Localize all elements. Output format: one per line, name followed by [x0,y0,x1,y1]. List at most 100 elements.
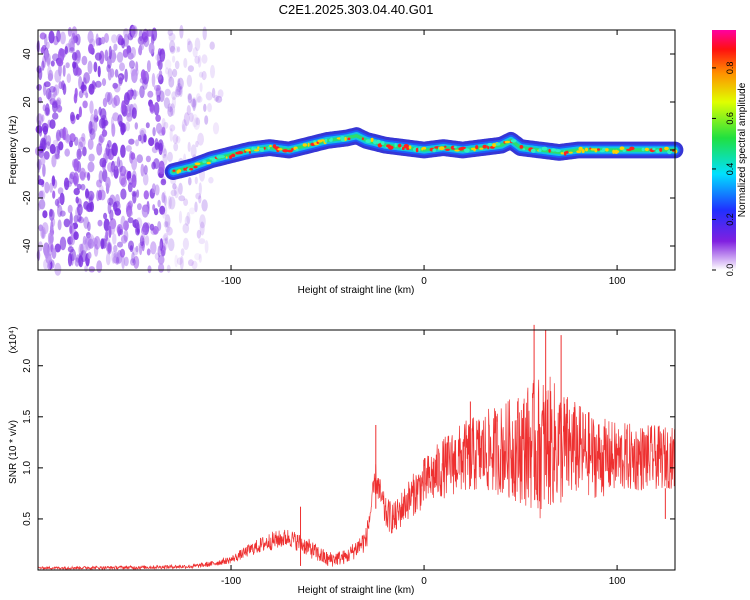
y-tick-label: -20 [22,190,33,205]
trace-hotspot [239,151,244,154]
noise-speckle [167,29,173,36]
trace-hotspot [590,148,596,151]
noise-speckle [59,236,67,251]
noise-speckle [86,232,91,239]
noise-speckle [69,133,76,143]
noise-speckle [51,93,56,101]
noise-speckle [201,70,207,81]
noise-speckle [139,85,145,99]
noise-speckle [52,112,59,120]
noise-speckle [167,238,175,252]
noise-speckle [87,238,95,249]
noise-speckle [43,151,50,160]
noise-speckle [174,254,178,268]
trace-hotspot [464,148,470,153]
noise-speckle [157,245,161,258]
noise-speckle [132,90,139,97]
noise-speckle [141,225,149,233]
noise-speckle [107,68,112,81]
noise-speckle [146,60,151,73]
noise-speckle [183,112,190,126]
noise-speckle [132,89,137,100]
trace-hotspot [576,150,582,154]
trace-hotspot [453,146,457,149]
noise-speckle [43,81,51,88]
trace-hotspot [578,146,583,151]
noise-speckle [116,51,124,63]
noise-speckle [74,257,80,267]
noise-speckle [169,45,176,54]
noise-speckle [129,60,135,69]
noise-speckle [210,64,215,79]
trace-hotspot [619,146,625,151]
noise-speckle [103,212,108,220]
noise-speckle [69,173,74,185]
noise-speckle [195,192,202,200]
noise-speckle [136,189,140,198]
noise-speckle [163,190,167,205]
noise-speckle [112,112,120,122]
snr-x-axis-label: Height of straight line (km) [298,585,415,596]
trace-hotspot [487,142,493,147]
trace-hotspot [229,155,233,160]
trace-hotspot [605,148,609,152]
noise-speckle [41,228,45,239]
noise-speckle [178,182,183,195]
noise-speckle [88,120,93,134]
noise-speckle [54,69,62,83]
noise-speckle [80,183,86,191]
noise-speckle [134,122,138,130]
noise-speckle [122,49,129,58]
noise-speckle [87,234,95,243]
noise-speckle [187,65,194,72]
noise-speckle [163,233,169,241]
noise-speckle [143,190,149,200]
colorbar-tick-label: 0.0 [725,264,735,277]
noise-speckle [191,97,198,109]
noise-speckle [64,45,69,55]
noise-speckle [56,30,61,43]
noise-speckle [172,55,176,63]
noise-speckle [42,163,46,177]
noise-speckle [167,195,172,210]
noise-speckle [120,177,128,188]
noise-speckle [99,157,107,168]
noise-speckle [199,82,203,93]
noise-speckle [88,266,96,273]
spectrogram-panel: -100 0 100 -40 -20 0 20 40 Height of straight … [8,24,684,296]
noise-speckle [205,91,213,101]
noise-speckle [48,30,55,44]
trace-hotspot [659,147,663,152]
noise-speckle [171,96,176,109]
trace-hotspot [388,145,394,150]
noise-speckle [85,92,89,99]
noise-speckle [161,126,166,136]
colorbar: 0.0 0.2 0.4 0.6 0.8 Normalized spectral ampl… [712,30,748,276]
trace-hotspot [361,137,364,140]
trace-hotspot [172,169,176,172]
noise-speckle [198,238,206,245]
noise-speckle [57,219,62,231]
noise-speckle [156,73,162,81]
noise-speckle [165,67,169,75]
noise-speckle [88,43,94,54]
noise-speckle [161,234,169,244]
noise-speckle [160,245,166,257]
noise-speckle [93,108,98,118]
trace-hotspot [194,162,201,166]
noise-speckle [75,67,82,76]
noise-speckle [158,74,164,85]
noise-speckle [163,148,167,157]
noise-speckle [52,101,58,113]
trace-hotspot [365,139,372,144]
noise-speckle [158,70,163,78]
trace-hotspot [347,137,351,141]
trace-hotspot [641,147,645,152]
spectrogram-signal-trace [164,127,684,180]
noise-speckle [114,253,121,265]
noise-speckle [49,235,54,246]
noise-speckle [69,140,73,148]
noise-speckle [177,77,184,90]
colorbar-gradient [712,30,736,270]
trace-hotspot [267,146,270,150]
